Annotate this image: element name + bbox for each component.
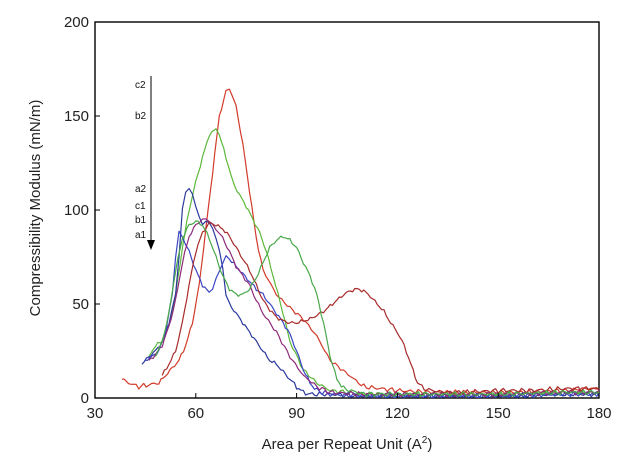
series-line-2 [148, 128, 600, 398]
annotation-label-a2: a2 [135, 184, 147, 195]
x-tick-label: 30 [87, 405, 104, 422]
x-axis-title-close: ) [427, 436, 432, 453]
annotation-label-c1: c1 [135, 201, 146, 212]
annotation-label-b2: b2 [135, 111, 147, 122]
x-tick-label: 90 [288, 405, 305, 422]
y-tick-label: 50 [72, 296, 89, 313]
series-layer [121, 88, 600, 398]
annotation-label-b1: b1 [135, 215, 147, 226]
y-tick-label: 0 [81, 390, 89, 407]
series-line-1 [121, 88, 600, 396]
annotation-label-c2: c2 [135, 80, 146, 91]
y-tick-label: 100 [64, 202, 89, 219]
y-axis-ticks: 0 50 100 150 200 [64, 14, 100, 407]
series-line-4 [145, 230, 600, 398]
annotation-label-a1: a1 [135, 230, 147, 241]
series-line-7 [154, 220, 600, 398]
x-tick-label: 150 [486, 405, 511, 422]
plot-frame [94, 21, 600, 399]
y-tick-label: 150 [64, 108, 89, 125]
x-axis-title-main: Area per Repeat Unit (A [262, 436, 422, 453]
x-axis-title-superscript: 2 [422, 435, 428, 446]
y-axis-title: Compressibility Modulus (mN/m) [27, 100, 44, 317]
series-line-6 [161, 221, 600, 395]
series-line-3 [141, 187, 600, 398]
x-tick-label: 120 [385, 405, 410, 422]
series-line-5 [148, 218, 600, 398]
x-axis-ticks: 30 60 90 120 150 180 [87, 393, 612, 422]
y-tick-label: 200 [64, 14, 89, 31]
x-tick-label: 60 [187, 405, 204, 422]
annotation-labels: c2 b2 a2 c1 b1 a1 [135, 76, 155, 250]
annotation-arrow-head [147, 240, 155, 250]
x-tick-label: 180 [586, 405, 611, 422]
x-axis-title: Area per Repeat Unit (A2) [262, 435, 433, 453]
